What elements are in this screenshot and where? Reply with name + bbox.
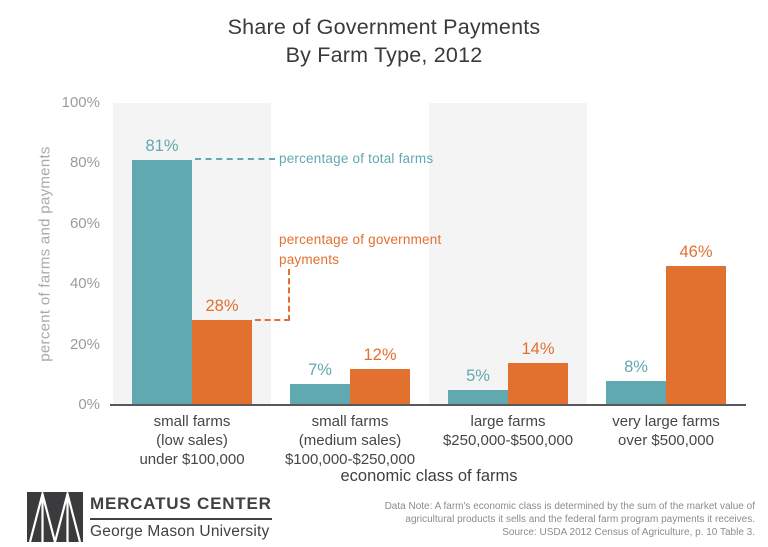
- x-category-label-line: $100,000-$250,000: [284, 451, 416, 468]
- mercatus-logo-icon: [27, 492, 83, 542]
- x-category-label: small farms (medium sales) $100,000-$250,0…: [250, 412, 450, 469]
- x-category-label-line: very large farms: [612, 413, 720, 430]
- x-category-label-line: $250,000-$500,000: [442, 432, 574, 449]
- data-note-line: agricultural products it sells and the f…: [405, 514, 755, 525]
- annotation-leader-total-farms: [195, 158, 275, 160]
- y-axis-label: percent of farms and payments: [36, 146, 54, 362]
- bar-govt-payments: [666, 266, 726, 405]
- annotation-govt-payments: percentage of government payments: [279, 232, 442, 267]
- x-category-label-line: large farms: [470, 413, 546, 430]
- x-category-label-line: small farms: [153, 413, 231, 430]
- y-tick-label: 60%: [69, 214, 100, 232]
- chart-title-line1: Share of Government Payments: [227, 15, 541, 39]
- data-note-line: Source: USDA 2012 Census of Agriculture,…: [502, 527, 755, 538]
- chart-title-line2: By Farm Type, 2012: [285, 43, 483, 67]
- brand-name: MERCATUS CENTER: [90, 494, 272, 520]
- x-category-label-line: under $100,000: [139, 451, 245, 468]
- bar-value-label: 7%: [308, 360, 332, 379]
- y-tick-label: 100%: [61, 94, 100, 111]
- x-category-label: small farms (low sales) under $100,000: [92, 412, 292, 469]
- x-category-label-line: over $500,000: [618, 432, 714, 449]
- bar-value-label: 12%: [363, 345, 397, 364]
- x-category-label: very large farms over $500,000: [566, 412, 766, 450]
- plot-stripe: [429, 103, 587, 405]
- data-note: Data Note: A farm's economic class is de…: [385, 500, 755, 539]
- bar-govt-payments: [192, 320, 252, 405]
- bar-value-label: 46%: [679, 243, 713, 262]
- bar-value-label: 5%: [466, 366, 490, 385]
- y-tick-label: 0%: [78, 396, 100, 413]
- plot-area: 81% 28% 7% 12% 5% 14% 8% 46%: [113, 103, 745, 405]
- x-category-label-line: (low sales): [156, 432, 228, 449]
- bar-govt-payments: [508, 362, 568, 405]
- x-axis-line: [110, 404, 746, 406]
- bar-value-label: 81%: [145, 137, 179, 156]
- bar-total-farms: [290, 383, 350, 405]
- x-category-label-line: (medium sales): [298, 432, 402, 449]
- y-tick-label: 20%: [69, 335, 100, 353]
- bar-total-farms: [606, 380, 666, 405]
- data-note-line: Data Note: A farm's economic class is de…: [384, 501, 755, 512]
- y-tick-label: 40%: [69, 275, 100, 293]
- annotation-leader-govt-payments-horizontal: [255, 319, 290, 321]
- annotation-leader-govt-payments-vertical: [288, 269, 290, 321]
- bar-total-farms: [448, 389, 508, 405]
- y-tick-label: 80%: [69, 154, 100, 172]
- bar-total-farms: [132, 160, 192, 405]
- brand-block: MERCATUS CENTER George Mason University: [90, 494, 272, 541]
- x-category-label-line: small farms: [311, 413, 389, 430]
- annotation-total-farms: percentage of total farms: [279, 151, 434, 166]
- x-category-label: large farms $250,000-$500,000: [408, 412, 608, 450]
- brand-subtitle: George Mason University: [90, 523, 270, 540]
- bar-value-label: 8%: [624, 357, 648, 376]
- bar-value-label: 14%: [521, 339, 555, 358]
- bar-value-label: 28%: [205, 297, 239, 316]
- bar-govt-payments: [350, 368, 410, 405]
- x-axis-title: economic class of farms: [340, 467, 518, 485]
- chart-title: Share of Government Payments By Farm Typ…: [0, 13, 768, 69]
